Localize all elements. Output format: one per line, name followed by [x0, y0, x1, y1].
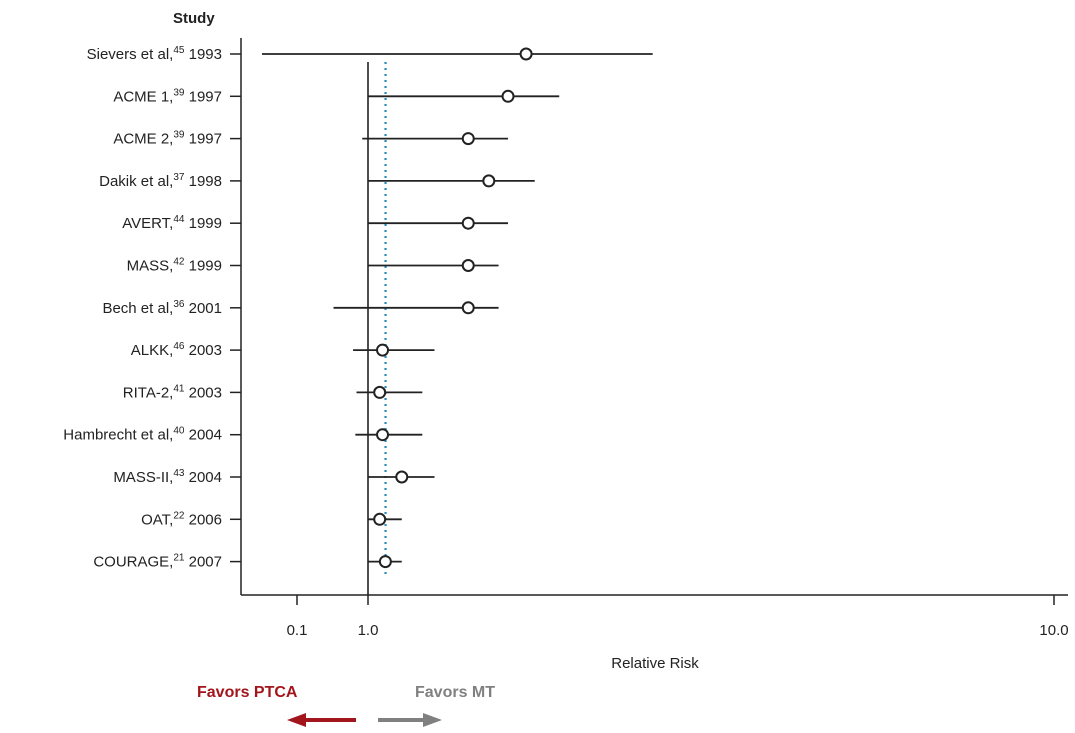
study-row: MASS,42 1999 — [127, 257, 499, 275]
favors-ptca-arrow-icon — [287, 713, 356, 727]
point-estimate — [482, 174, 496, 188]
study-row: AVERT,44 1999 — [122, 214, 509, 232]
x-tick-label: 0.1 — [287, 622, 308, 639]
point-estimate — [519, 47, 533, 61]
x-axis-title: Relative Risk — [611, 655, 699, 672]
point-estimate — [461, 301, 475, 315]
study-label: Sievers et al,45 1993 — [87, 45, 222, 63]
study-row: Dakik et al,37 1998 — [99, 172, 535, 190]
point-estimate — [376, 343, 390, 357]
study-label: ACME 2,39 1997 — [113, 130, 222, 148]
point-estimate — [461, 259, 475, 272]
study-rows: Sievers et al,45 1993 ACME 1,39 1997 ACME … — [63, 45, 653, 571]
study-row: Sievers et al,45 1993 — [87, 45, 653, 63]
study-label: OAT,22 2006 — [141, 510, 222, 528]
study-label: RITA-2,41 2003 — [123, 383, 222, 401]
point-estimate — [501, 89, 515, 103]
x-axis: 0.1 1.0 10.0 — [240, 38, 1069, 639]
x-tick-label: 1.0 — [358, 622, 379, 639]
study-label: Dakik et al,37 1998 — [99, 172, 222, 190]
study-label: COURAGE,21 2007 — [93, 553, 222, 571]
study-row: ACME 2,39 1997 — [113, 130, 509, 148]
study-row: Bech et al,36 2001 — [102, 299, 499, 317]
favors-ptca-label: Favors PTCA — [197, 684, 298, 701]
point-estimate — [461, 132, 475, 146]
point-estimate — [373, 385, 387, 399]
point-estimate — [373, 512, 387, 526]
study-column-header: Study — [173, 10, 215, 27]
point-estimate — [461, 216, 475, 230]
study-row: Hambrecht et al,40 2004 — [63, 426, 423, 444]
study-row: ALKK,46 2003 — [131, 341, 435, 359]
study-label: Hambrecht et al,40 2004 — [63, 426, 222, 444]
x-tick-label: 10.0 — [1039, 622, 1068, 639]
favors-mt-label: Favors MT — [415, 684, 495, 701]
study-label: ACME 1,39 1997 — [113, 87, 222, 105]
point-estimate — [378, 555, 392, 569]
study-row: OAT,22 2006 — [141, 510, 402, 528]
point-estimate — [395, 470, 409, 484]
study-row: COURAGE,21 2007 — [93, 553, 402, 571]
study-label: AVERT,44 1999 — [122, 214, 222, 232]
favors-mt-arrow-icon — [378, 713, 442, 727]
point-estimate — [376, 428, 390, 442]
study-row: MASS-II,43 2004 — [113, 468, 435, 486]
study-label: Bech et al,36 2001 — [102, 299, 222, 317]
study-label: MASS-II,43 2004 — [113, 468, 222, 486]
study-label: MASS,42 1999 — [127, 257, 222, 275]
study-label: ALKK,46 2003 — [131, 341, 222, 359]
study-row: ACME 1,39 1997 — [113, 87, 560, 105]
plot-area — [367, 62, 387, 595]
study-row: RITA-2,41 2003 — [123, 383, 423, 401]
